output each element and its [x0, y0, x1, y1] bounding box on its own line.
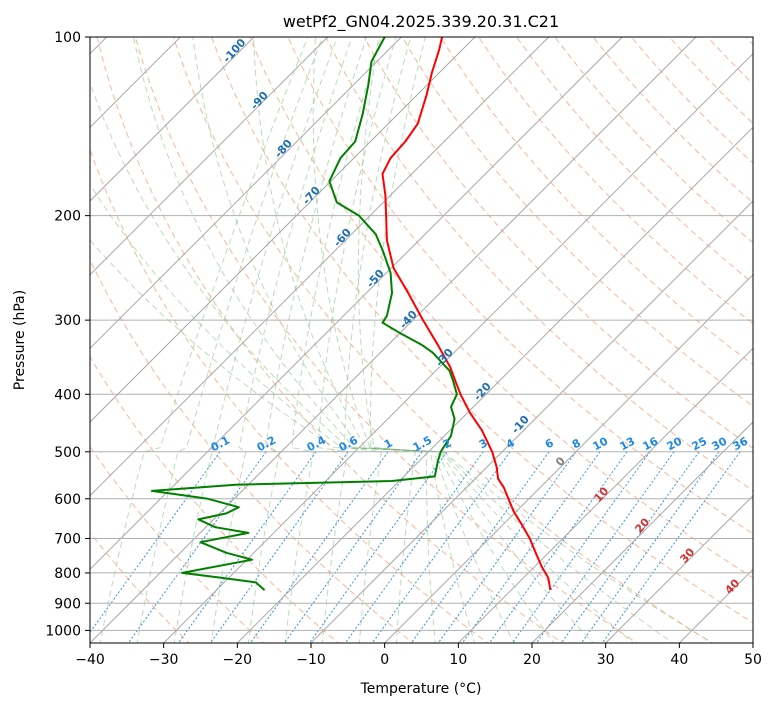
dry-adiabat-line	[439, 37, 753, 366]
isotherm-line	[605, 494, 753, 643]
isotherm-line	[236, 126, 753, 643]
isotherm-line	[90, 37, 476, 423]
x-tick-label: −20	[223, 652, 253, 668]
mixing-ratio-label: 20	[665, 434, 685, 453]
mixing-ratio-label: 16	[641, 434, 661, 453]
mixing-ratio-line	[535, 451, 675, 643]
isotherm-line	[90, 37, 329, 276]
isotherm-line	[531, 421, 753, 643]
mixing-ratio-line	[580, 451, 720, 643]
y-tick-label: 300	[54, 313, 81, 329]
isotherm-line	[90, 37, 697, 643]
y-tick-label: 100	[54, 30, 81, 46]
isotherm-line	[90, 37, 402, 350]
mixing-ratio-line	[308, 451, 448, 643]
mixing-ratio-label: 36	[731, 434, 751, 453]
mixing-ratio-line	[177, 451, 317, 643]
mixing-ratio-line	[437, 451, 577, 643]
mixing-ratio-label: 13	[618, 435, 638, 454]
dry-adiabat-line	[90, 258, 414, 643]
mixing-ratio-line	[511, 451, 651, 643]
y-tick-label: 600	[54, 492, 81, 508]
x-tick-label: −30	[149, 652, 179, 668]
dry-adiabat-line	[401, 37, 753, 407]
x-tick-label: −40	[75, 652, 105, 668]
mixing-ratio-line	[90, 451, 221, 634]
mixing-ratio-label: 30	[710, 434, 730, 453]
mixing-ratio-line	[560, 451, 700, 643]
y-tick-label: 200	[54, 209, 81, 225]
x-tick-label: 10	[449, 652, 467, 668]
x-tick-label: 40	[670, 652, 688, 668]
x-tick-label: −10	[296, 652, 326, 668]
skewed-isotherms	[90, 37, 753, 643]
profile-series	[150, 37, 552, 591]
isobar-gridlines	[90, 37, 753, 631]
mixing-ratio-line	[461, 451, 601, 643]
dry-adiabat-line	[287, 37, 753, 535]
y-axis-title: Pressure (hPa)	[12, 290, 28, 390]
x-axis-title: Temperature (°C)	[360, 681, 482, 697]
dry-adiabat-line	[478, 37, 753, 325]
mixing-ratio-label: 10	[591, 434, 611, 453]
plot-frame	[89, 36, 754, 644]
x-tick-label: 0	[380, 652, 389, 668]
isotherm-line	[457, 347, 753, 643]
mixing-ratio-line	[127, 451, 267, 643]
mixing-ratio-line	[249, 451, 389, 643]
isotherm-line	[90, 37, 550, 497]
isotherm-line	[90, 37, 255, 202]
x-axis: −40 −30 −20 −10 0 10 20 30 40 50	[75, 643, 762, 668]
x-tick-label: 20	[523, 652, 541, 668]
isotherm-line	[90, 37, 623, 571]
chart-title: wetPf2_GN04.2025.339.20.31.C21	[283, 12, 559, 32]
isotherm-line	[310, 200, 753, 643]
y-tick-label: 400	[54, 387, 81, 403]
temperature-series-line	[381, 37, 552, 591]
y-tick-label: 500	[54, 445, 81, 461]
isotherm-line	[163, 52, 753, 643]
y-tick-label: 1000	[45, 623, 81, 639]
dry-adiabat-line	[325, 37, 753, 492]
mixing-ratio-line	[371, 451, 511, 643]
y-axis: 100 200 300 400 500 600 700 800 900 1000	[45, 30, 90, 639]
dewpoint-series-line	[150, 37, 458, 591]
mixing-ratio-line	[488, 451, 628, 643]
mixing-ratio-label: 25	[690, 435, 710, 454]
mixing-ratio-line	[209, 451, 349, 643]
y-tick-label: 700	[54, 532, 81, 548]
y-tick-label: 800	[54, 566, 81, 582]
x-tick-label: 50	[744, 652, 762, 668]
mixing-ratio-line	[601, 451, 741, 643]
mixing-ratio-line	[283, 451, 423, 643]
isotherm-line	[384, 273, 753, 643]
y-tick-label: 900	[54, 596, 81, 612]
mixing-ratio-line	[344, 451, 484, 643]
dry-adiabat-line	[363, 37, 753, 449]
x-tick-label: 30	[597, 652, 615, 668]
